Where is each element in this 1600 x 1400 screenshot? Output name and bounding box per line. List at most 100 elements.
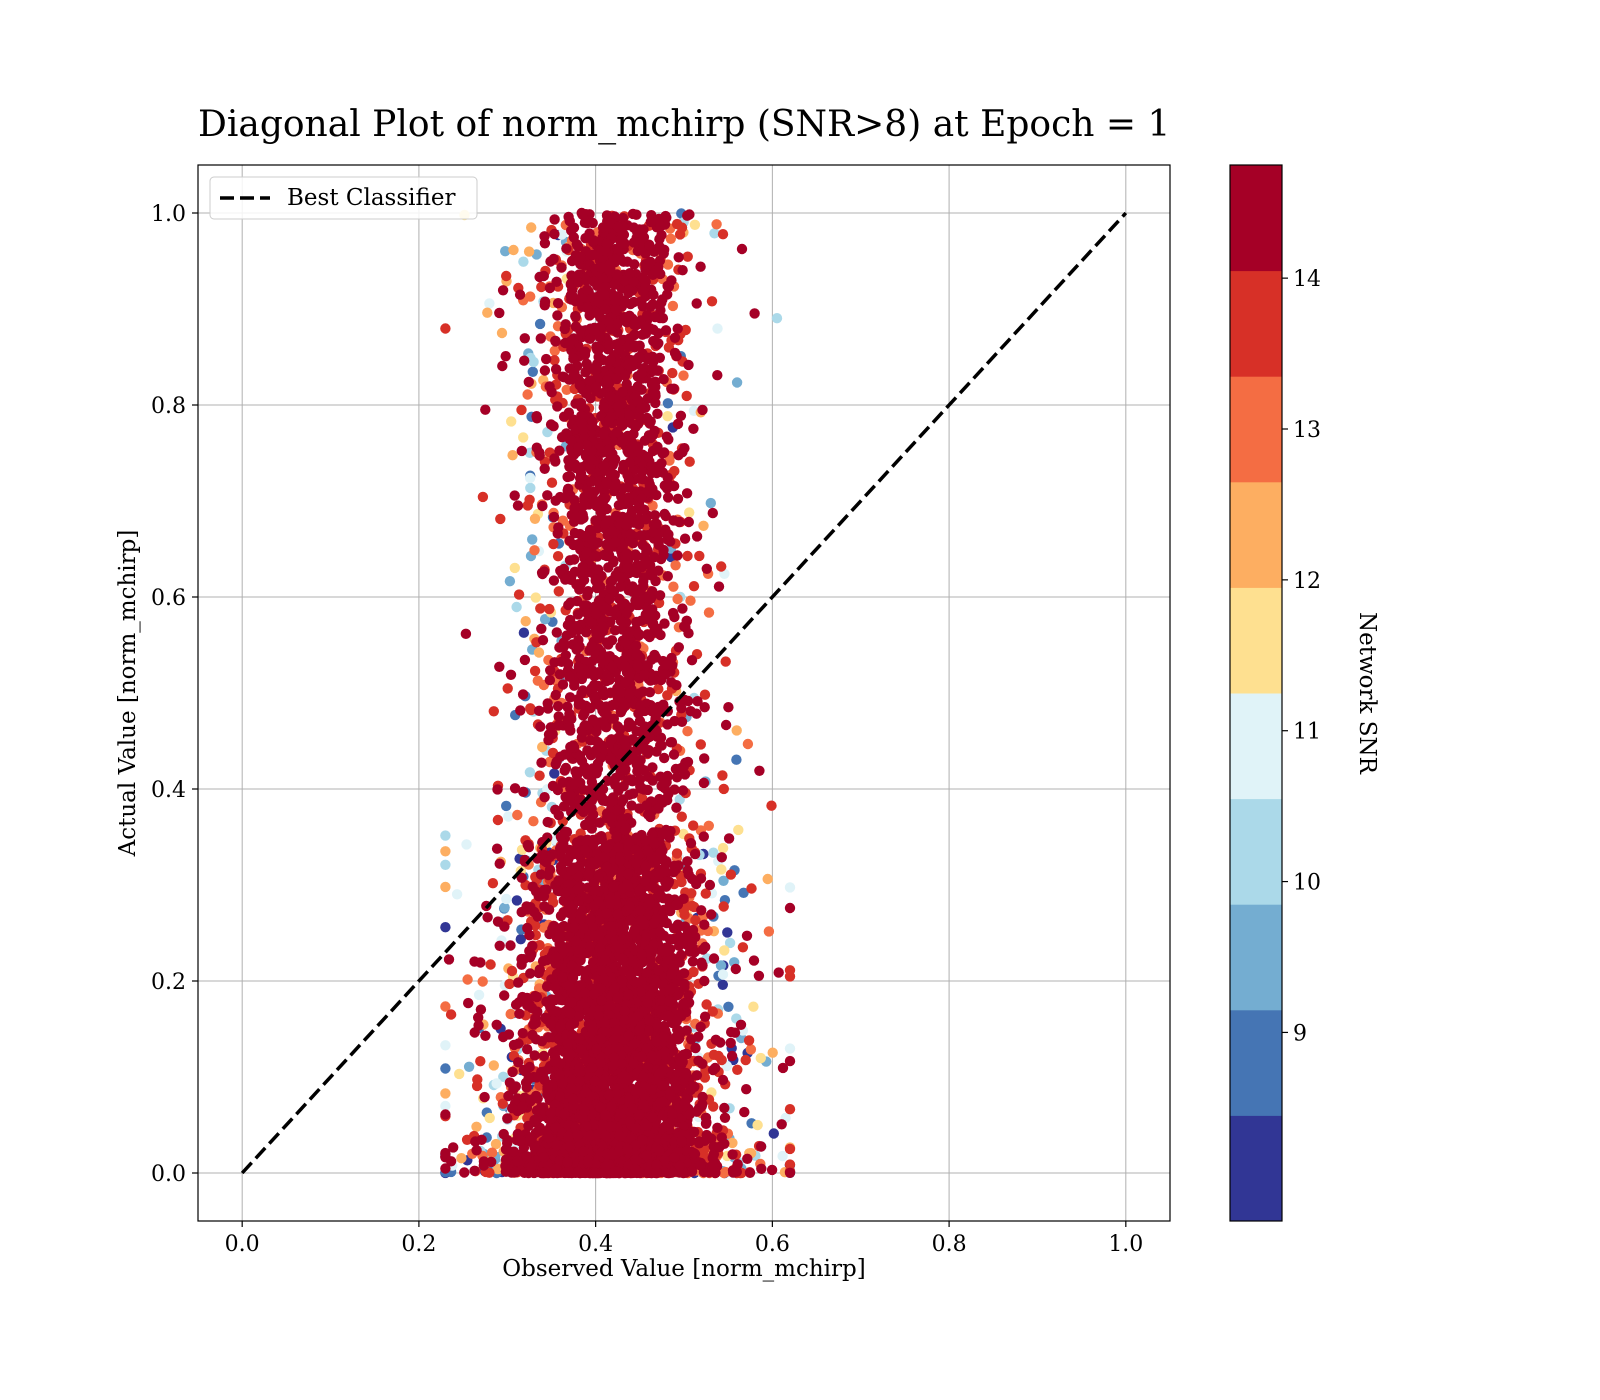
scatter-point (440, 1100, 451, 1112)
scatter-point (588, 235, 599, 246)
scatter-point (668, 933, 679, 945)
scatter-point (542, 816, 553, 828)
scatter-point (534, 318, 546, 330)
scatter-point (512, 809, 523, 821)
scatter-point (672, 323, 683, 334)
scatter-point (665, 233, 676, 244)
scatter-point (694, 550, 705, 562)
scatter-point (537, 741, 548, 753)
scatter-point (511, 601, 522, 613)
scatter-point (735, 1019, 747, 1030)
scatter-point (674, 940, 685, 951)
scatter-point (673, 252, 684, 263)
scatter-point (763, 926, 775, 937)
scatter-point (582, 745, 593, 756)
scatter-point (524, 1061, 535, 1073)
scatter-point (525, 291, 536, 302)
scatter-point (720, 719, 732, 731)
scatter-point (518, 432, 529, 443)
chart-title: Diagonal Plot of norm_mchirp (SNR>8) at … (198, 104, 1171, 145)
scatter-point (673, 642, 684, 653)
scatter-point (656, 458, 667, 469)
scatter-point (528, 356, 539, 368)
scatter-point (668, 923, 680, 934)
scatter-point (580, 233, 591, 244)
scatter-point (440, 859, 451, 870)
scatter-point (771, 313, 783, 324)
scatter-point (440, 1163, 451, 1174)
scatter-point (699, 702, 710, 713)
scatter-point (784, 882, 796, 893)
scatter-point (755, 1141, 767, 1152)
scatter-point (488, 706, 499, 717)
scatter-point (676, 222, 688, 233)
scatter-point (440, 1088, 451, 1099)
scatter-point (545, 665, 556, 676)
scatter-point (573, 766, 585, 778)
scatter-point (552, 298, 564, 309)
scatter-point (525, 482, 536, 494)
scatter-point (527, 366, 538, 377)
scatter-point (494, 307, 505, 319)
scatter-point (498, 1031, 509, 1043)
scatter-point (682, 756, 694, 768)
scatter-point (520, 616, 531, 627)
scatter-point (504, 1077, 516, 1088)
scatter-point (477, 976, 488, 987)
scatter-point (516, 872, 527, 883)
scatter-point (543, 1032, 554, 1043)
scatter-point (559, 801, 570, 812)
scatter-point (695, 261, 706, 272)
scatter-point (591, 736, 602, 747)
scatter-point (616, 974, 628, 986)
scatter-point (552, 701, 564, 712)
scatter-point (686, 655, 698, 666)
scatter-point (518, 627, 530, 638)
scatter-point (529, 920, 541, 931)
scatter-point (669, 332, 681, 343)
scatter-point (529, 545, 540, 556)
scatter-point (685, 595, 696, 606)
scatter-point (676, 716, 688, 727)
scatter-point (594, 817, 605, 828)
scatter-point (529, 906, 540, 918)
scatter-point (652, 408, 663, 419)
scatter-point (499, 902, 510, 913)
scatter-point (545, 419, 557, 430)
scatter-point (624, 457, 635, 468)
scatter-point (718, 1167, 730, 1179)
scatter-point (662, 719, 673, 730)
scatter-point (684, 507, 695, 518)
scatter-point (536, 281, 547, 293)
scatter-point (670, 560, 681, 571)
scatter-point (723, 702, 734, 713)
scatter-point (668, 581, 679, 592)
scatter-point (586, 616, 597, 628)
scatter-point (746, 883, 757, 894)
scatter-point (509, 490, 520, 501)
scatter-point (731, 377, 743, 388)
scatter-point (715, 960, 727, 971)
scatter-point (440, 1040, 451, 1051)
scatter-point (753, 970, 765, 981)
scatter-point (669, 465, 680, 477)
scatter-point (659, 618, 670, 629)
scatter-point (717, 979, 728, 990)
scatter-point (723, 1001, 734, 1012)
scatter-point (717, 1074, 729, 1086)
scatter-point (505, 940, 516, 951)
scatter-point (471, 1145, 482, 1156)
scatter-point (459, 1167, 470, 1178)
scatter-point (658, 374, 669, 385)
scatter-point (722, 927, 733, 938)
scatter-point (564, 721, 575, 732)
scatter-point (641, 800, 652, 811)
scatter-point (720, 656, 731, 667)
scatter-point (562, 471, 573, 483)
scatter-point (461, 839, 472, 850)
scatter-point (768, 1128, 779, 1139)
scatter-point (462, 974, 473, 985)
scatter-point (695, 739, 706, 750)
scatter-point (700, 888, 711, 899)
scatter-point (784, 1143, 796, 1155)
